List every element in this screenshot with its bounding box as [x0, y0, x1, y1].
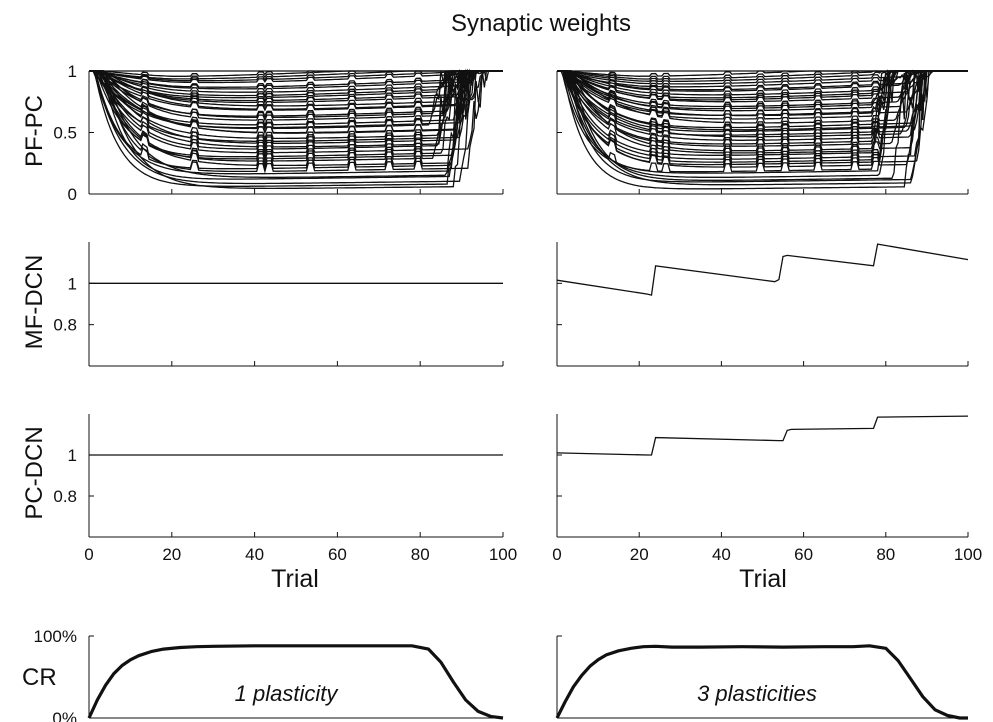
pfpc-trace [89, 68, 503, 175]
x-tick-label-pcdcn-left: 60 [328, 545, 347, 564]
panel-pfpc-right [556, 69, 969, 195]
ylabel-cr: CR [22, 664, 57, 691]
x-tick-label-pcdcn-left: 0 [84, 545, 93, 564]
pfpc-trace [89, 70, 503, 185]
pfpc-trace [89, 70, 503, 187]
pfpc-trace [89, 70, 503, 144]
pfpc-trace [557, 70, 968, 92]
pfpc-trace [89, 70, 503, 190]
ylabel-pfpc: PF-PC [21, 95, 48, 167]
pfpc-trace [89, 70, 503, 77]
pfpc-trace [89, 69, 503, 99]
pfpc-trace [89, 70, 503, 127]
pfpc-trace [557, 70, 968, 99]
pfpc-trace [557, 69, 968, 91]
pfpc-trace [89, 70, 503, 180]
x-tick-label-pcdcn-right: 60 [794, 545, 813, 564]
y-tick-label-cr-left: 0% [52, 709, 77, 722]
panel-mfdcn-left: 0.81 [53, 242, 504, 367]
y-tick-label-pcdcn-left: 0.8 [53, 487, 77, 506]
ylabel-mfdcn: MF-DCN [21, 255, 48, 350]
series-line-mfdcn-right [556, 243, 969, 296]
pfpc-trace [89, 70, 503, 149]
x-tick-label-pcdcn-left: 40 [245, 545, 264, 564]
pfpc-trace [557, 70, 968, 181]
ylabel-pcdcn: PC-DCN [21, 426, 48, 519]
pfpc-trace [89, 70, 503, 118]
pfpc-trace [557, 70, 968, 141]
panels-group: 00.510.810.810 20 40 60 80 100 0 20 40 60 80 1000%1… [34, 62, 983, 722]
pfpc-trace [557, 70, 968, 160]
pfpc-trace [557, 70, 968, 129]
pfpc-trace [89, 70, 503, 146]
pfpc-trace [89, 70, 503, 141]
pfpc-trace [89, 69, 503, 97]
pfpc-trace [557, 69, 968, 108]
pfpc-trace [89, 70, 503, 178]
pfpc-trace [557, 70, 968, 136]
y-tick-label-mfdcn-left: 0.8 [53, 316, 77, 335]
panel-cr-left: 0% 100% [34, 627, 504, 722]
series-line-pcdcn-right [556, 415, 969, 456]
y-tick-label-pfpc-left: 0.5 [53, 124, 77, 143]
panel-mfdcn-right [556, 242, 969, 367]
y-tick-label-pfpc-left: 0 [68, 185, 77, 204]
pfpc-trace [89, 70, 503, 130]
panel-pfpc-left: 00.51 [53, 62, 504, 204]
pfpc-trace [89, 70, 503, 84]
pfpc-trace [557, 70, 968, 183]
pfpc-trace [89, 70, 503, 171]
x-tick-label-pcdcn-right: 100 [954, 545, 982, 564]
pfpc-trace [557, 69, 968, 88]
pfpc-trace [557, 70, 968, 131]
annotation-3-plasticities: 3 plasticities [697, 681, 817, 706]
pfpc-trace [89, 69, 503, 104]
pfpc-trace [557, 70, 968, 77]
pfpc-trace [89, 70, 503, 94]
pfpc-trace [557, 70, 968, 124]
x-tick-label-pcdcn-right: 80 [876, 545, 895, 564]
x-tick-label-pcdcn-left: 100 [489, 545, 517, 564]
figure-title: Synaptic weights [451, 10, 631, 37]
pfpc-trace [89, 70, 503, 162]
y-tick-label-mfdcn-left: 1 [68, 274, 77, 293]
panel-pcdcn-left: 0.8 1 0 20 40 60 80 100 [53, 414, 517, 564]
y-tick-label-pfpc-left: 1 [68, 62, 77, 81]
x-tick-label-pcdcn-right: 40 [712, 545, 731, 564]
series-line-cr-left [87, 644, 504, 720]
pfpc-trace [89, 70, 503, 90]
pfpc-trace [89, 70, 503, 88]
pfpc-trace [89, 68, 503, 111]
xlabel-left: Trial [271, 565, 319, 593]
pfpc-trace [89, 70, 503, 102]
xlabel-right: Trial [739, 565, 787, 593]
pfpc-trace [89, 70, 503, 112]
y-tick-label-cr-left: 100% [34, 627, 77, 646]
pfpc-trace [89, 70, 503, 120]
x-tick-label-pcdcn-left: 80 [411, 545, 430, 564]
pfpc-trace [89, 70, 503, 122]
pfpc-trace [89, 70, 503, 155]
pfpc-trace [89, 70, 503, 82]
pfpc-trace [557, 70, 968, 190]
pfpc-trace [557, 70, 968, 186]
pfpc-trace [557, 70, 968, 147]
annotation-1-plasticity: 1 plasticity [235, 681, 340, 706]
series-line-cr-right [555, 644, 968, 720]
pfpc-trace [89, 70, 503, 152]
pfpc-trace [89, 70, 503, 174]
panel-pcdcn-right: 0 20 40 60 80 100 [552, 414, 982, 564]
pfpc-trace [557, 70, 968, 152]
pfpc-trace [89, 70, 503, 159]
panel-cr-right [555, 635, 968, 720]
y-tick-label-pcdcn-left: 1 [68, 446, 77, 465]
x-tick-label-pcdcn-right: 0 [552, 545, 561, 564]
x-tick-label-pcdcn-left: 20 [162, 545, 181, 564]
pfpc-trace [557, 70, 968, 85]
x-tick-label-pcdcn-right: 20 [630, 545, 649, 564]
